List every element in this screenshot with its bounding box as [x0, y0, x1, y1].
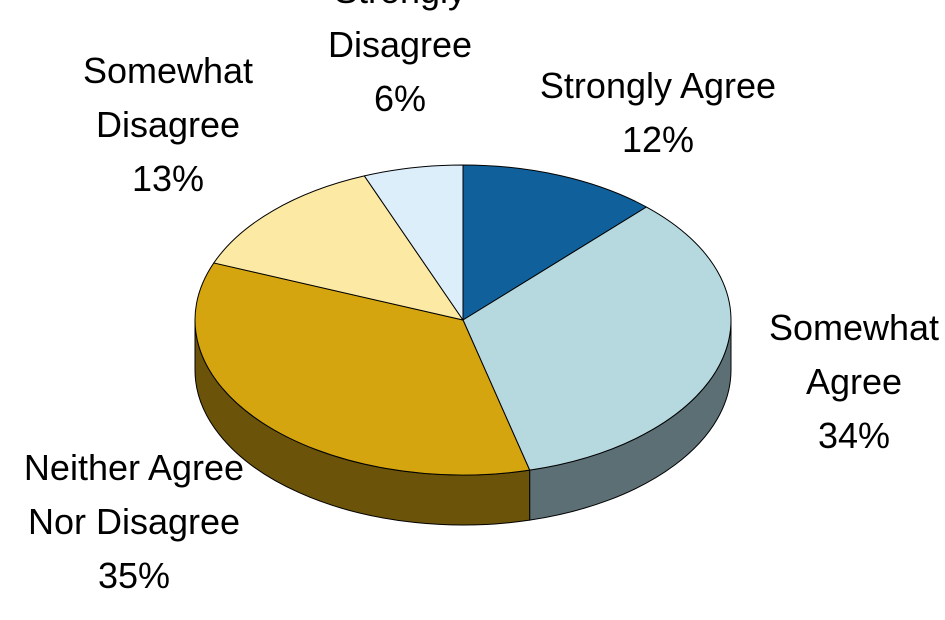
- label-somewhat-disagree: Somewhat Disagree 13%: [83, 50, 253, 199]
- label-line: Agree: [806, 361, 902, 402]
- slice-somewhat-agree: [462, 206, 732, 471]
- label-line: Neither Agree: [24, 447, 244, 488]
- slice-labels: Strongly Agree 12% Somewhat Agree 34% Neither…: [24, 0, 939, 596]
- label-somewhat-agree: Somewhat Agree 34%: [769, 307, 939, 456]
- label-strongly-disagree: Strongly Disagree 6%: [328, 0, 472, 119]
- label-line: Nor Disagree: [28, 501, 240, 542]
- pie-slices: [194, 164, 732, 476]
- slice-somewhat-disagree: [213, 175, 464, 321]
- label-line: Disagree: [328, 24, 472, 65]
- label-line: Somewhat: [769, 307, 939, 348]
- label-line: Strongly: [334, 0, 466, 11]
- slice-strongly-disagree: [363, 164, 464, 321]
- label-line: Somewhat: [83, 50, 253, 91]
- label-percent: 12%: [622, 119, 694, 160]
- label-percent: 6%: [374, 78, 426, 119]
- label-percent: 35%: [98, 555, 170, 596]
- label-neither-agree-nor-disagree: Neither Agree Nor Disagree 35%: [24, 447, 244, 596]
- label-strongly-agree: Strongly Agree 12%: [540, 65, 776, 160]
- label-line: Disagree: [96, 104, 240, 145]
- label-line: Strongly Agree: [540, 65, 776, 106]
- label-percent: 34%: [818, 415, 890, 456]
- slice-strongly-agree: [462, 164, 647, 321]
- label-percent: 13%: [132, 158, 204, 199]
- slice-neither-agree-nor-disagree: [194, 262, 531, 476]
